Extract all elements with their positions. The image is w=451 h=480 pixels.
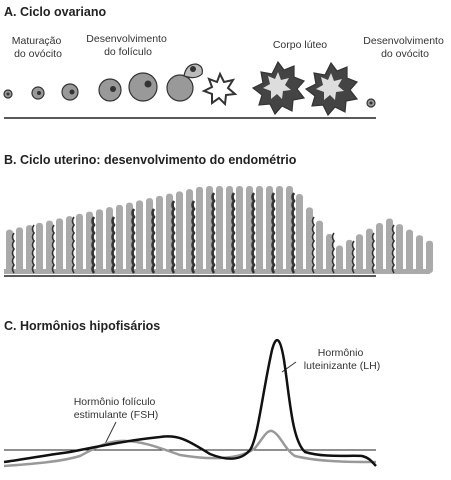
- endometrium-column: [46, 220, 53, 273]
- endometrium-column: [346, 239, 353, 273]
- endometrium-column: [76, 213, 83, 273]
- endometrium-column: [406, 229, 413, 273]
- corpus-luteum-core: [263, 72, 291, 99]
- endometrium-column: [206, 186, 213, 273]
- endometrium-column: [396, 224, 403, 273]
- gland: [211, 192, 216, 274]
- nucleus: [69, 89, 75, 95]
- gland: [11, 232, 15, 274]
- endometrium-column: [296, 194, 303, 273]
- nucleus: [190, 66, 196, 72]
- endometrium-column: [36, 222, 43, 273]
- ovary-stages: [3, 60, 376, 117]
- label-line: Hormônio: [318, 347, 364, 359]
- gland: [131, 208, 136, 274]
- gland: [271, 192, 276, 274]
- endometrium-column: [176, 191, 183, 273]
- endometrium-column: [246, 186, 253, 273]
- endometrium-column: [196, 186, 203, 273]
- endometrium-column: [266, 186, 273, 273]
- nucleus: [144, 80, 152, 88]
- gland: [191, 200, 196, 274]
- nucleus: [110, 86, 116, 92]
- section-title: C. Hormônios hipofisários: [4, 319, 160, 333]
- label-line: estimulante (FSH): [74, 409, 159, 421]
- corpus-luteum-core: [316, 73, 344, 100]
- label-line: Desenvolvimento: [363, 35, 444, 47]
- label-line: luteinizante (LH): [304, 360, 380, 372]
- gland: [371, 232, 375, 274]
- endometrium-column: [236, 186, 243, 273]
- gland: [351, 240, 355, 274]
- endometrium-column: [306, 207, 313, 273]
- endometrium-column: [366, 228, 373, 273]
- gland: [171, 200, 176, 274]
- lh-curve: [3, 338, 377, 467]
- gland: [231, 192, 236, 274]
- follicle: [98, 78, 122, 102]
- follicle: [128, 72, 158, 102]
- label-line: Corpo lúteo: [273, 39, 327, 51]
- gland: [391, 224, 395, 274]
- label: Maturação do ovócito: [12, 35, 65, 60]
- nucleus: [37, 91, 41, 95]
- label: Desenvolvimento do ovócito: [363, 35, 446, 60]
- endometrium-column: [26, 225, 33, 273]
- label-line: Hormônio folículo: [74, 396, 156, 408]
- endometrium-column: [226, 186, 233, 273]
- gland: [51, 224, 55, 274]
- endometrium-column: [276, 186, 283, 273]
- endometrium-column: [106, 207, 113, 273]
- endometrium-column: [376, 223, 383, 273]
- gland: [151, 208, 156, 274]
- gland: [291, 192, 296, 274]
- endometrium-column: [326, 234, 333, 273]
- label-line: do ovócito: [381, 48, 429, 60]
- follicle: [166, 74, 194, 102]
- endometrium-column: [86, 211, 93, 273]
- gland: [251, 192, 256, 274]
- endometrium-column: [6, 229, 13, 273]
- endometrium: [4, 186, 433, 274]
- label-line: Desenvolvimento: [86, 33, 167, 45]
- nucleus: [6, 92, 10, 96]
- nucleus: [369, 101, 373, 105]
- endometrium-column: [56, 218, 63, 273]
- gland: [331, 232, 335, 274]
- fsh-curve: [3, 429, 377, 468]
- pointer: [103, 421, 117, 447]
- gland: [31, 224, 35, 274]
- gland: [71, 216, 75, 274]
- endometrium-column: [66, 216, 73, 273]
- endometrium-column: [416, 235, 423, 273]
- endometrium-column: [96, 209, 103, 273]
- endometrium-column: [136, 200, 143, 273]
- label: Hormônio folículo estimulante (FSH): [74, 396, 159, 421]
- label-line: Maturação: [12, 35, 62, 47]
- endometrium-column: [336, 245, 343, 273]
- ruptured-follicle: [201, 71, 238, 107]
- endometrium-column: [286, 186, 293, 273]
- endometrium-column: [316, 220, 323, 273]
- section-title: A. Ciclo ovariano: [4, 5, 106, 19]
- endometrium-column: [386, 218, 393, 273]
- endometrium-column: [426, 240, 433, 273]
- label: Desenvolvimento do folículo: [86, 33, 169, 58]
- gland: [311, 216, 315, 274]
- endometrium-column: [16, 227, 23, 273]
- endometrium-column: [116, 204, 123, 273]
- label-line: do folículo: [104, 46, 152, 58]
- endometrium-column: [156, 195, 163, 273]
- endometrium-column: [216, 186, 223, 273]
- section-title: B. Ciclo uterino: desenvolvimento do end…: [4, 153, 297, 167]
- label: Hormônio luteinizante (LH): [304, 347, 380, 372]
- label-line: do ovócito: [14, 48, 62, 60]
- endometrium-column: [146, 198, 153, 273]
- label: Corpo lúteo: [273, 39, 327, 51]
- endometrium-column: [256, 186, 263, 273]
- endometrium-column: [356, 234, 363, 273]
- gland: [111, 216, 116, 274]
- gland: [91, 216, 96, 274]
